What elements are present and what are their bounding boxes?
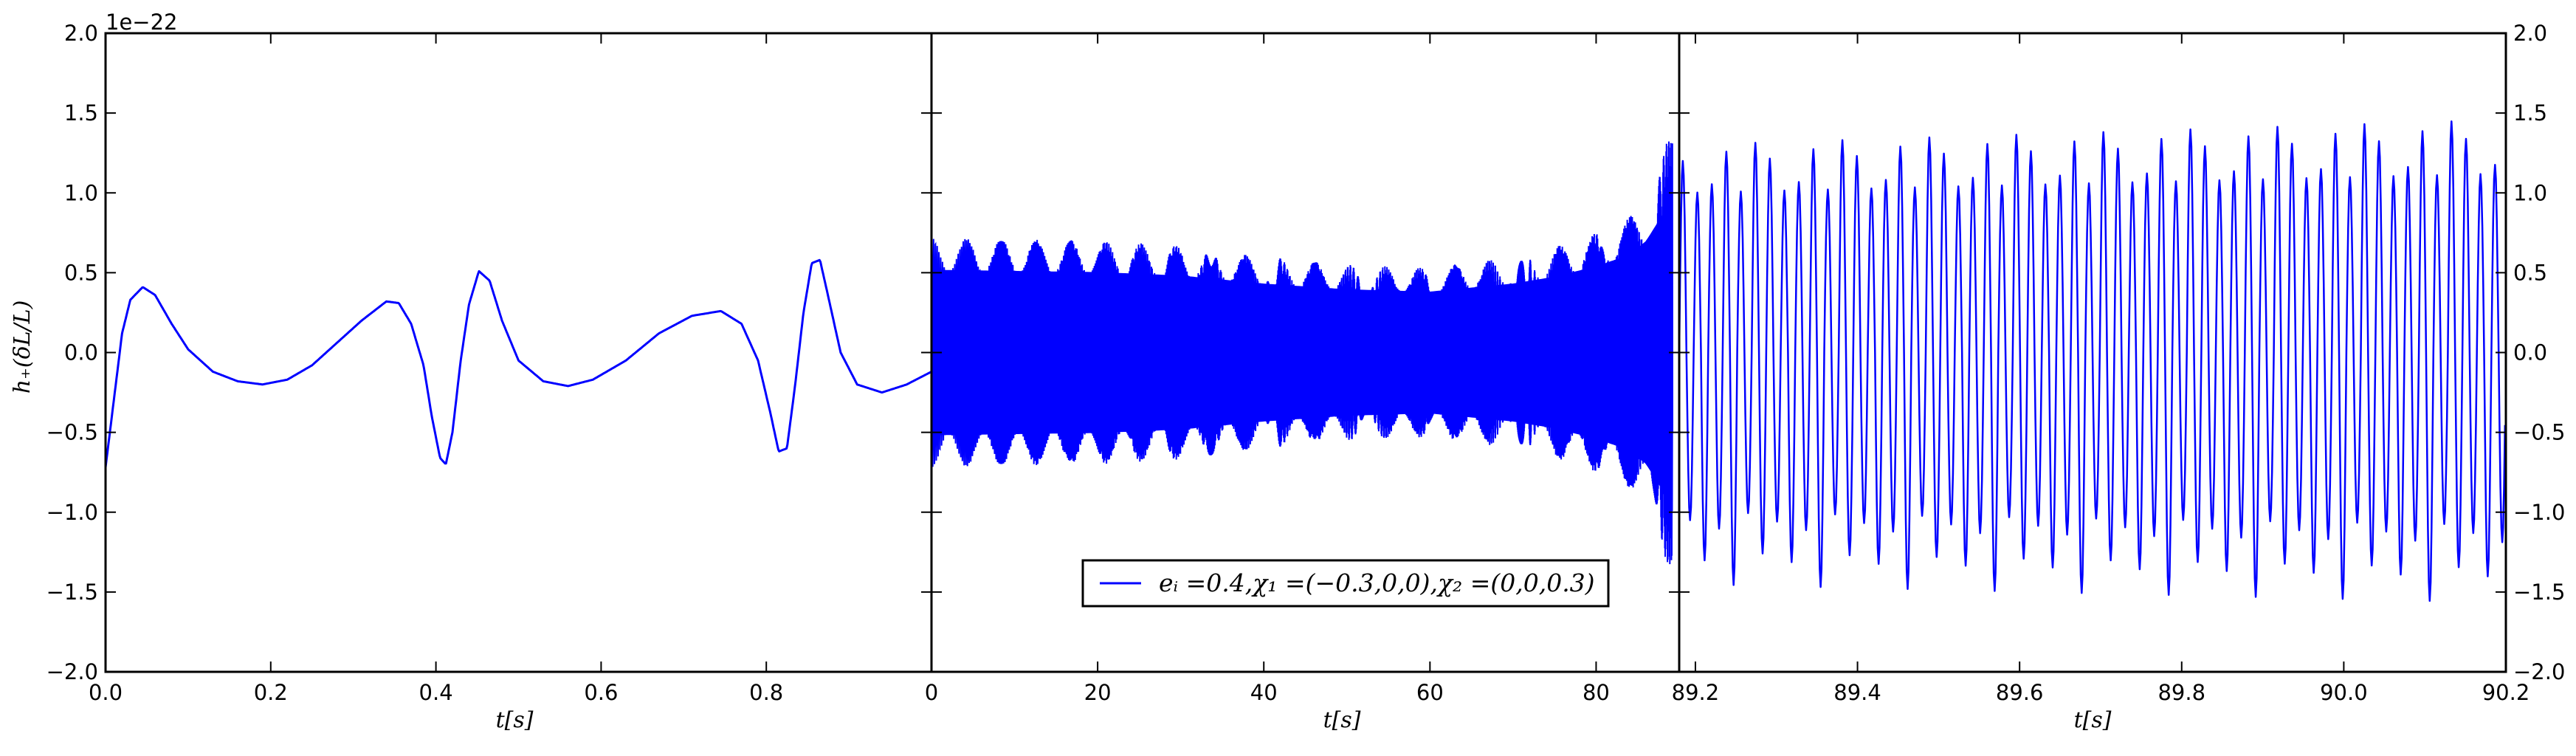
waveform-curves <box>104 120 2507 602</box>
series-line-right <box>1678 120 2507 602</box>
x-axis-label-right: t[s] <box>2074 707 2112 733</box>
y-tick-label-right: −1.0 <box>2513 500 2565 525</box>
x-tick-label: 20 <box>1084 680 1112 705</box>
x-tick-label: 40 <box>1250 680 1278 705</box>
y-tick-label-right: 1.0 <box>2513 180 2547 205</box>
axis-ticks: 0.0 0.2 0.4 0.6 0.8 0 20 40 60 80 89.2 89.4 89.6 89.8… <box>47 21 2566 705</box>
y-tick-label-right: 0.5 <box>2513 260 2547 285</box>
x-tick-label: 0.4 <box>419 680 453 705</box>
y-tick-label-left: −0.5 <box>47 420 98 445</box>
y-axis-label: h₊(δL/L) <box>10 300 35 394</box>
x-tick-label: 89.6 <box>1996 680 2044 705</box>
y-tick-label-left: −1.0 <box>47 500 98 525</box>
legend: eᵢ =0.4,χ₁ =(−0.3,0,0),χ₂ =(0,0,0.3) <box>1081 559 1610 608</box>
y-tick-label-right: −1.5 <box>2513 580 2565 605</box>
series-fill-middle <box>931 177 1673 528</box>
y-tick-label-right: −0.5 <box>2513 420 2565 445</box>
x-tick-label: 0.6 <box>584 680 618 705</box>
y-tick-label-left: −2.0 <box>47 659 98 684</box>
x-tick-label: 0.0 <box>89 680 123 705</box>
x-tick-label: 0 <box>925 680 938 705</box>
x-tick-label: 60 <box>1416 680 1444 705</box>
legend-box <box>1081 559 1610 608</box>
y-tick-label-right: 2.0 <box>2513 21 2547 46</box>
x-tick-label: 89.4 <box>1833 680 1881 705</box>
y-tick-label-left: 1.0 <box>64 180 98 205</box>
y-tick-label-left: 1.5 <box>64 100 98 126</box>
y-tick-label-right: 1.5 <box>2513 100 2547 126</box>
y-tick-label-left: 0.5 <box>64 260 98 285</box>
x-tick-label: 89.2 <box>1672 680 1720 705</box>
x-tick-label: 90.2 <box>2482 680 2530 705</box>
y-tick-label-right: −2.0 <box>2513 659 2565 684</box>
y-offset-label: 1e−22 <box>106 10 178 35</box>
legend-entry: eᵢ =0.4,χ₁ =(−0.3,0,0),χ₂ =(0,0,0.3) <box>1159 568 1595 597</box>
x-axis-label-left: t[s] <box>496 707 534 733</box>
x-tick-label: 90.0 <box>2320 680 2368 705</box>
x-tick-label: 89.8 <box>2157 680 2205 705</box>
panel-frame-left <box>104 32 933 673</box>
x-tick-label: 0.2 <box>254 680 288 705</box>
x-axis-label-middle: t[s] <box>1323 707 1361 733</box>
y-tick-label-left: 2.0 <box>64 21 98 46</box>
x-tick-label: 0.8 <box>749 680 783 705</box>
y-tick-label-right: 0.0 <box>2513 340 2547 365</box>
y-tick-label-left: −1.5 <box>47 580 98 605</box>
x-tick-label: 80 <box>1583 680 1610 705</box>
y-tick-label-left: 0.0 <box>64 340 98 365</box>
series-line-left <box>104 258 932 468</box>
